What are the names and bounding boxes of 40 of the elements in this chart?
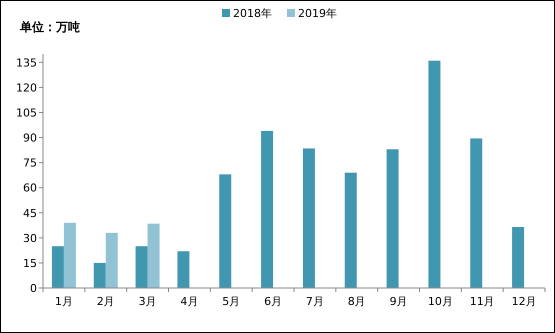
bar	[386, 149, 399, 288]
y-tick-label: 135	[16, 56, 37, 70]
x-tick-label: 8月	[348, 295, 366, 308]
x-tick-label: 7月	[306, 295, 324, 308]
y-tick-label: 105	[16, 106, 37, 120]
legend-label: 2018年	[233, 7, 272, 20]
bar	[428, 60, 440, 288]
y-tick-label: 90	[23, 132, 37, 145]
bar	[261, 130, 274, 288]
x-tick-label: 12月	[512, 295, 537, 308]
bar	[136, 246, 148, 288]
y-tick-label: 15	[23, 256, 37, 270]
bar	[52, 246, 64, 288]
bar	[94, 262, 106, 288]
y-tick-label: 45	[23, 206, 37, 220]
x-tick-label: 11月	[470, 295, 495, 308]
y-tick-label: 120	[16, 81, 37, 94]
bar	[177, 251, 190, 288]
x-tick-label: 2月	[96, 295, 115, 308]
bar	[148, 224, 160, 288]
x-tick-label: 9月	[390, 295, 408, 308]
bar	[470, 138, 482, 288]
y-tick-label: 30	[23, 232, 37, 245]
bar	[512, 226, 524, 288]
y-tick-label: 0	[30, 282, 37, 295]
bar	[219, 174, 232, 288]
bar	[344, 172, 357, 288]
x-tick-label: 6月	[264, 295, 282, 308]
x-tick-label: 3月	[138, 295, 157, 308]
x-tick-label: 10月	[428, 295, 453, 308]
y-tick-label: 60	[23, 182, 37, 195]
bar	[64, 222, 76, 288]
bar	[302, 148, 315, 288]
bar	[106, 232, 118, 288]
x-tick-label: 4月	[180, 295, 198, 308]
y-axis-title: 单位：万吨	[19, 20, 80, 34]
legend-label: 2019年	[298, 7, 337, 20]
y-tick-label: 75	[23, 156, 37, 170]
x-tick-label: 5月	[222, 295, 240, 308]
x-tick-label: 1月	[54, 295, 73, 308]
